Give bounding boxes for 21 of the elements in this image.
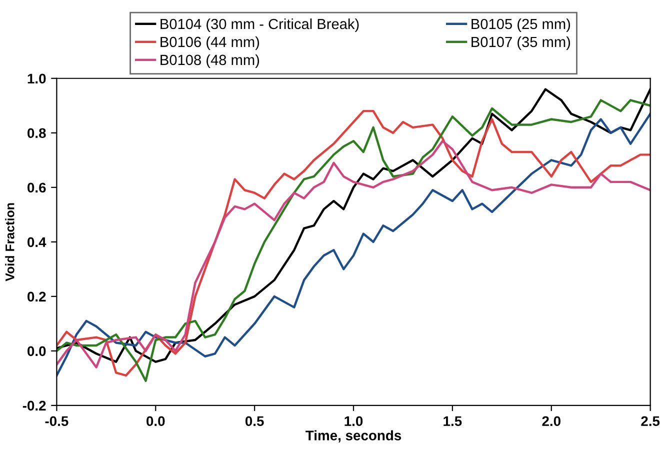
x-tick-label: 1.5: [444, 416, 462, 426]
y-tick-label: 0.4: [28, 237, 46, 248]
y-tick-label: 0.8: [28, 128, 46, 138]
y-tick-label: 0.2: [28, 292, 46, 302]
y-tick-label: 1.0: [28, 74, 46, 84]
x-tick-label: 2.0: [542, 416, 560, 426]
x-tick-label: -0.5: [45, 416, 68, 426]
legend-label: B0108 (48 mm): [160, 54, 260, 68]
y-tick-label: 0.0: [28, 346, 46, 356]
legend-label: B0107 (35 mm): [472, 36, 570, 50]
x-axis-title: Time, seconds: [306, 430, 402, 442]
y-tick-label: -0.2: [22, 400, 46, 411]
y-tick-label: 0.6: [28, 182, 46, 193]
x-tick-label: 0.5: [245, 416, 264, 426]
x-tick-label: 2.5: [641, 416, 660, 426]
legend-label: B0105 (25 mm): [472, 18, 570, 32]
legend-label: B0104 (30 mm - Critical Break): [160, 18, 359, 32]
x-tick-label: 0.0: [146, 416, 165, 426]
y-axis-title: Void Fraction: [5, 203, 14, 282]
x-tick-label: 1.0: [344, 416, 363, 426]
legend-label: B0106 (44 mm): [160, 36, 260, 50]
